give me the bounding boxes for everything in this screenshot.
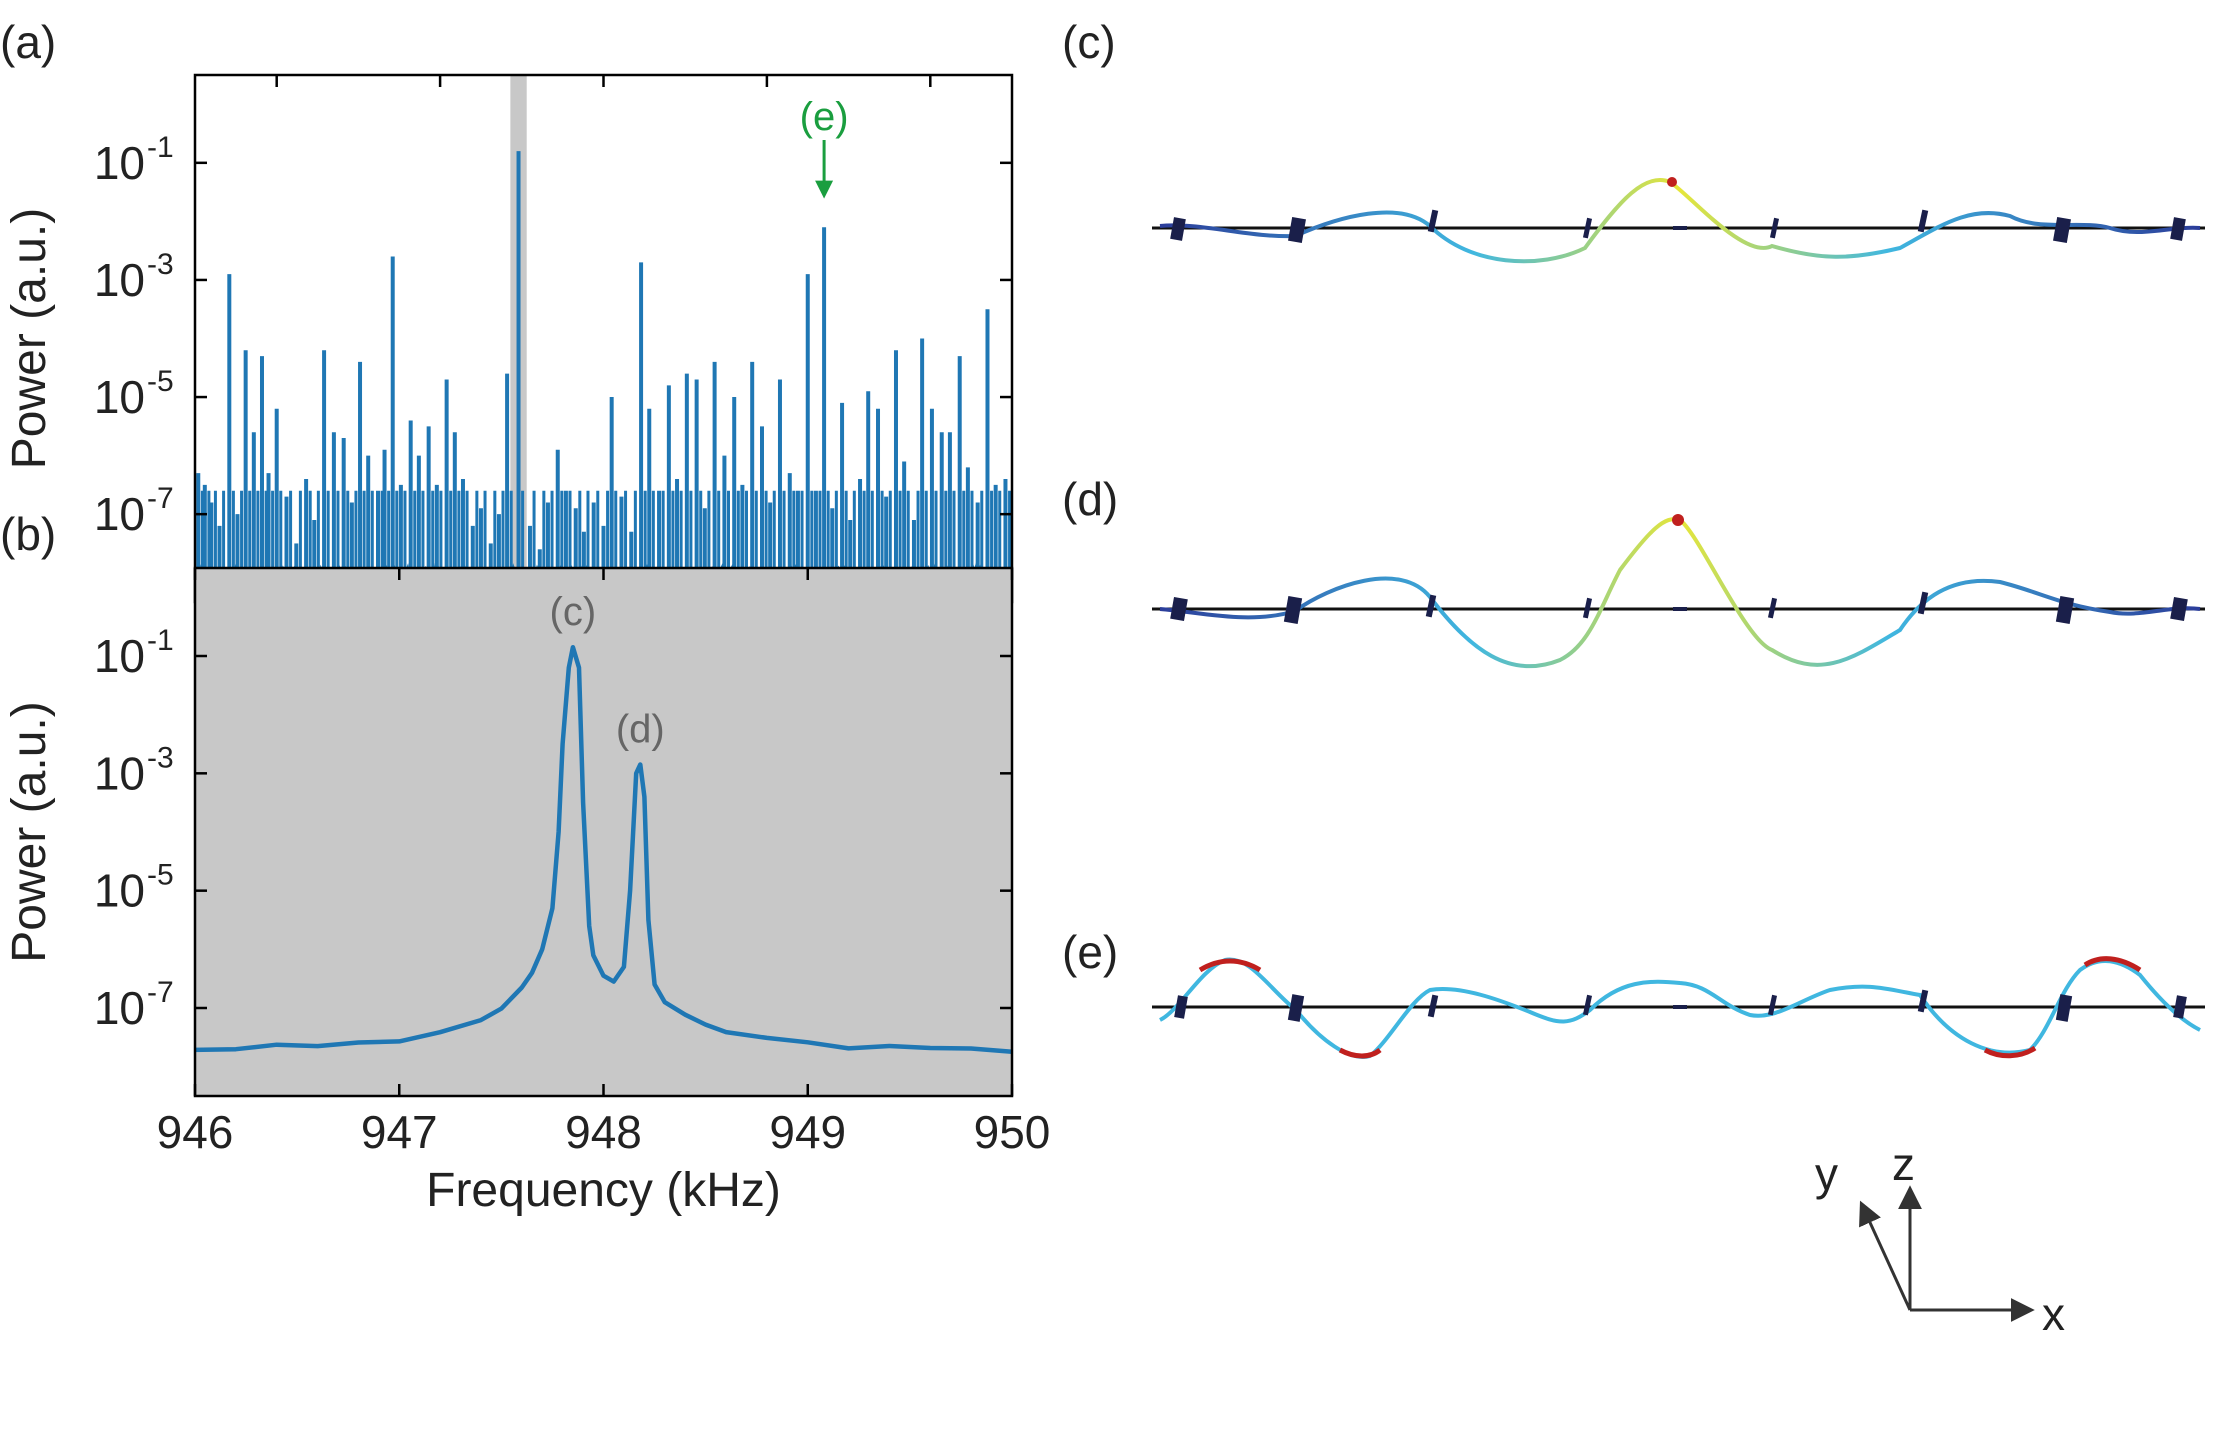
mode-curve-c (1159, 178, 2201, 264)
y-tick-label: 10 (94, 488, 145, 540)
y-tick-label: 10 (94, 747, 145, 799)
panel-label-a: (a) (0, 16, 56, 68)
y-axis-label: Power (a.u.) (3, 208, 56, 469)
annotation-c: (c) (550, 590, 597, 634)
y-tick-exponent: -1 (147, 624, 174, 657)
y-tick-label: 10 (94, 982, 145, 1034)
y-tick-exponent: -3 (147, 741, 174, 774)
antinode-d (1672, 514, 1684, 526)
x-tick-label: 949 (769, 1106, 846, 1158)
plot-background (195, 568, 1012, 1096)
y-axis-label: Power (a.u.) (3, 701, 56, 962)
y-tick-label: 10 (94, 137, 145, 189)
y-tick-exponent: -7 (147, 482, 174, 515)
y-tick-label: 10 (94, 371, 145, 423)
annotation-d: (d) (616, 708, 665, 752)
panel-label-d: (d) (1062, 473, 1118, 525)
antinode-c (1667, 177, 1677, 187)
y-tick-exponent: -3 (147, 248, 174, 281)
clamps-d (1170, 591, 2188, 625)
clamps-e (1174, 989, 2187, 1022)
mode-curve-e-red-left2 (1338, 1047, 1382, 1059)
axes-triad: x z y (1815, 1138, 2065, 1340)
y-tick-label: 10 (94, 865, 145, 917)
x-tick-label: 948 (565, 1106, 642, 1158)
spectrum-line (194, 644, 1013, 1055)
y-tick-exponent: -7 (147, 976, 174, 1009)
mode-curve-e-red-right2 (2083, 956, 2142, 973)
clamps-c (1170, 209, 2186, 244)
triad-y-label: y (1815, 1148, 1838, 1200)
mode-curve-d (1159, 517, 2201, 669)
x-tick-label: 946 (157, 1106, 234, 1158)
y-tick-label: 10 (94, 254, 145, 306)
y-tick-exponent: -5 (147, 365, 174, 398)
y-tick-label: 10 (94, 630, 145, 682)
triad-y-arrow (1859, 1200, 1912, 1311)
y-tick-exponent: -1 (147, 131, 174, 164)
mode-shape-c (1152, 177, 2205, 264)
mode-shape-e (1152, 956, 2205, 1059)
triad-x-label: x (2042, 1288, 2065, 1340)
mode-shape-d (1152, 514, 2205, 669)
annotation-e: (e) (800, 95, 849, 139)
y-tick-exponent: -5 (147, 859, 174, 892)
x-tick-label: 950 (974, 1106, 1051, 1158)
x-axis-label: Frequency (kHz) (426, 1164, 781, 1217)
panel-label-b: (b) (0, 508, 56, 560)
panel-label-e: (e) (1062, 926, 1118, 978)
triad-z-label: z (1892, 1138, 1915, 1190)
panel-label-c: (c) (1062, 16, 1116, 68)
mode-curve-e (1158, 957, 2201, 1059)
x-tick-label: 947 (361, 1106, 438, 1158)
mode-curve-e-red-left (1198, 958, 1262, 973)
mode-curve-e-red-right (1983, 1045, 2037, 1059)
